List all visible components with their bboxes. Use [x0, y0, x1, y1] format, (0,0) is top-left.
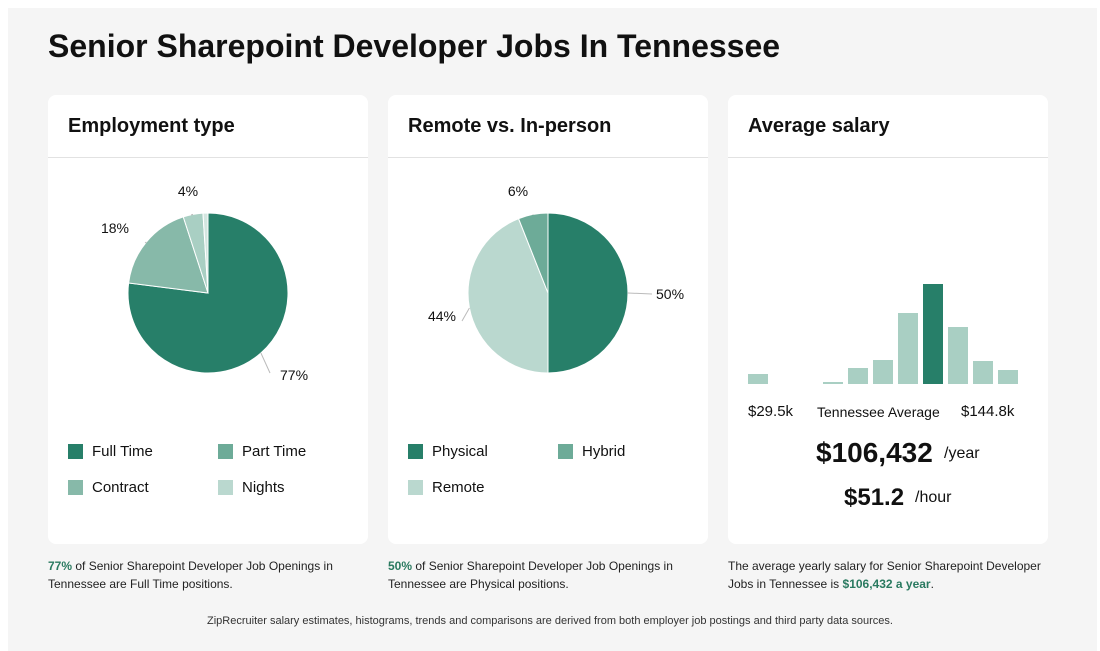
- hourly-salary-value: $51.2: [844, 484, 905, 511]
- pie-label-leader: [461, 307, 470, 322]
- divider: [48, 157, 368, 158]
- pie-data-label: 50%: [656, 286, 684, 302]
- legend-item-hybrid: Hybrid: [558, 441, 625, 461]
- card-title: Employment type: [68, 115, 235, 137]
- pie-label-leader: [260, 352, 271, 374]
- legend-label: Contract: [92, 478, 149, 496]
- pie-data-label: 18%: [101, 220, 129, 236]
- histogram-bar: [823, 382, 843, 384]
- legend-swatch: [218, 479, 233, 495]
- card-title: Average salary: [748, 115, 890, 137]
- histogram-bar: [873, 360, 893, 384]
- salary-caption: The average yearly salary for Senior Sha…: [728, 557, 1058, 593]
- card-title: Remote vs. In-person: [408, 115, 612, 137]
- legend-swatch: [408, 443, 423, 459]
- pie-data-label: 44%: [428, 308, 456, 324]
- caption-text-end: .: [930, 577, 934, 591]
- remote-caption: 50% of Senior Sharepoint Developer Job O…: [388, 557, 688, 593]
- footer-disclaimer: ZipRecruiter salary estimates, histogram…: [207, 615, 893, 627]
- divider: [728, 157, 1048, 158]
- employment-pie-chart: 77% 18% 4%: [101, 183, 308, 383]
- employment-type-card: Employment type 77% 18% 4% Full Time Part …: [48, 95, 368, 544]
- remote-vs-in-person-card: Remote vs. In-person 50% 44% 6% Physical H…: [388, 95, 708, 544]
- histogram-bar: [848, 368, 868, 384]
- caption-highlight: $106,432 a year: [842, 577, 931, 591]
- remote-pie-chart: 50% 44% 6%: [428, 183, 684, 374]
- legend-item-remote: Remote: [408, 477, 485, 497]
- histogram-bar: [998, 370, 1018, 384]
- legend-label: Remote: [432, 478, 485, 496]
- caption-text: The average yearly salary for Senior Sha…: [728, 559, 1041, 591]
- histogram-bar: [948, 327, 968, 384]
- legend-item-nights: Nights: [218, 477, 285, 497]
- legend-item-contract: Contract: [68, 477, 149, 497]
- histogram-bar-average: [923, 284, 943, 384]
- legend-swatch: [408, 479, 423, 495]
- histogram-bar: [898, 313, 918, 384]
- legend-item-part-time: Part Time: [218, 441, 306, 461]
- histogram-bar: [748, 374, 768, 384]
- legend-label: Hybrid: [582, 442, 626, 460]
- pie-data-label: 6%: [508, 183, 528, 199]
- histogram-bar: [973, 361, 993, 384]
- caption-text: of Senior Sharepoint Developer Job Openi…: [48, 559, 333, 591]
- legend-label: Physical: [432, 442, 488, 460]
- divider: [388, 157, 708, 158]
- legend-label: Nights: [242, 478, 285, 496]
- caption-highlight: 50%: [388, 559, 413, 573]
- legend-label: Part Time: [242, 442, 307, 460]
- pie-label-leader: [144, 241, 147, 244]
- caption-highlight: 77%: [48, 559, 73, 573]
- salary-max-label: $144.8k: [961, 403, 1015, 420]
- legend-swatch: [68, 443, 83, 459]
- legend-swatch: [558, 443, 573, 459]
- pie-slice-physical: [547, 212, 629, 374]
- salary-average-label: Tennessee Average: [817, 404, 940, 420]
- salary-min-label: $29.5k: [748, 403, 794, 420]
- legend-item-physical: Physical: [408, 441, 488, 461]
- average-salary-card: Average salary $29.5k Tennessee Average …: [728, 95, 1048, 544]
- hourly-salary-unit: /hour: [915, 489, 952, 506]
- pie-label-leader: [627, 292, 653, 295]
- page-title: Senior Sharepoint Developer Jobs In Tenn…: [48, 28, 781, 64]
- salary-histogram: [748, 284, 1018, 384]
- legend-label: Full Time: [92, 442, 153, 460]
- yearly-salary-value: $106,432: [816, 437, 933, 468]
- pie-data-label: 77%: [280, 367, 308, 383]
- legend-swatch: [68, 479, 83, 495]
- pie-slice-other: [202, 212, 209, 294]
- pie-label-leader: [190, 213, 194, 216]
- yearly-salary-unit: /year: [944, 445, 980, 462]
- employment-caption: 77% of Senior Sharepoint Developer Job O…: [48, 557, 348, 593]
- legend-item-full-time: Full Time: [68, 441, 153, 461]
- legend-swatch: [218, 443, 233, 459]
- caption-text: of Senior Sharepoint Developer Job Openi…: [388, 559, 673, 591]
- pie-data-label: 4%: [178, 183, 198, 199]
- pie-slice-contract: [128, 216, 209, 294]
